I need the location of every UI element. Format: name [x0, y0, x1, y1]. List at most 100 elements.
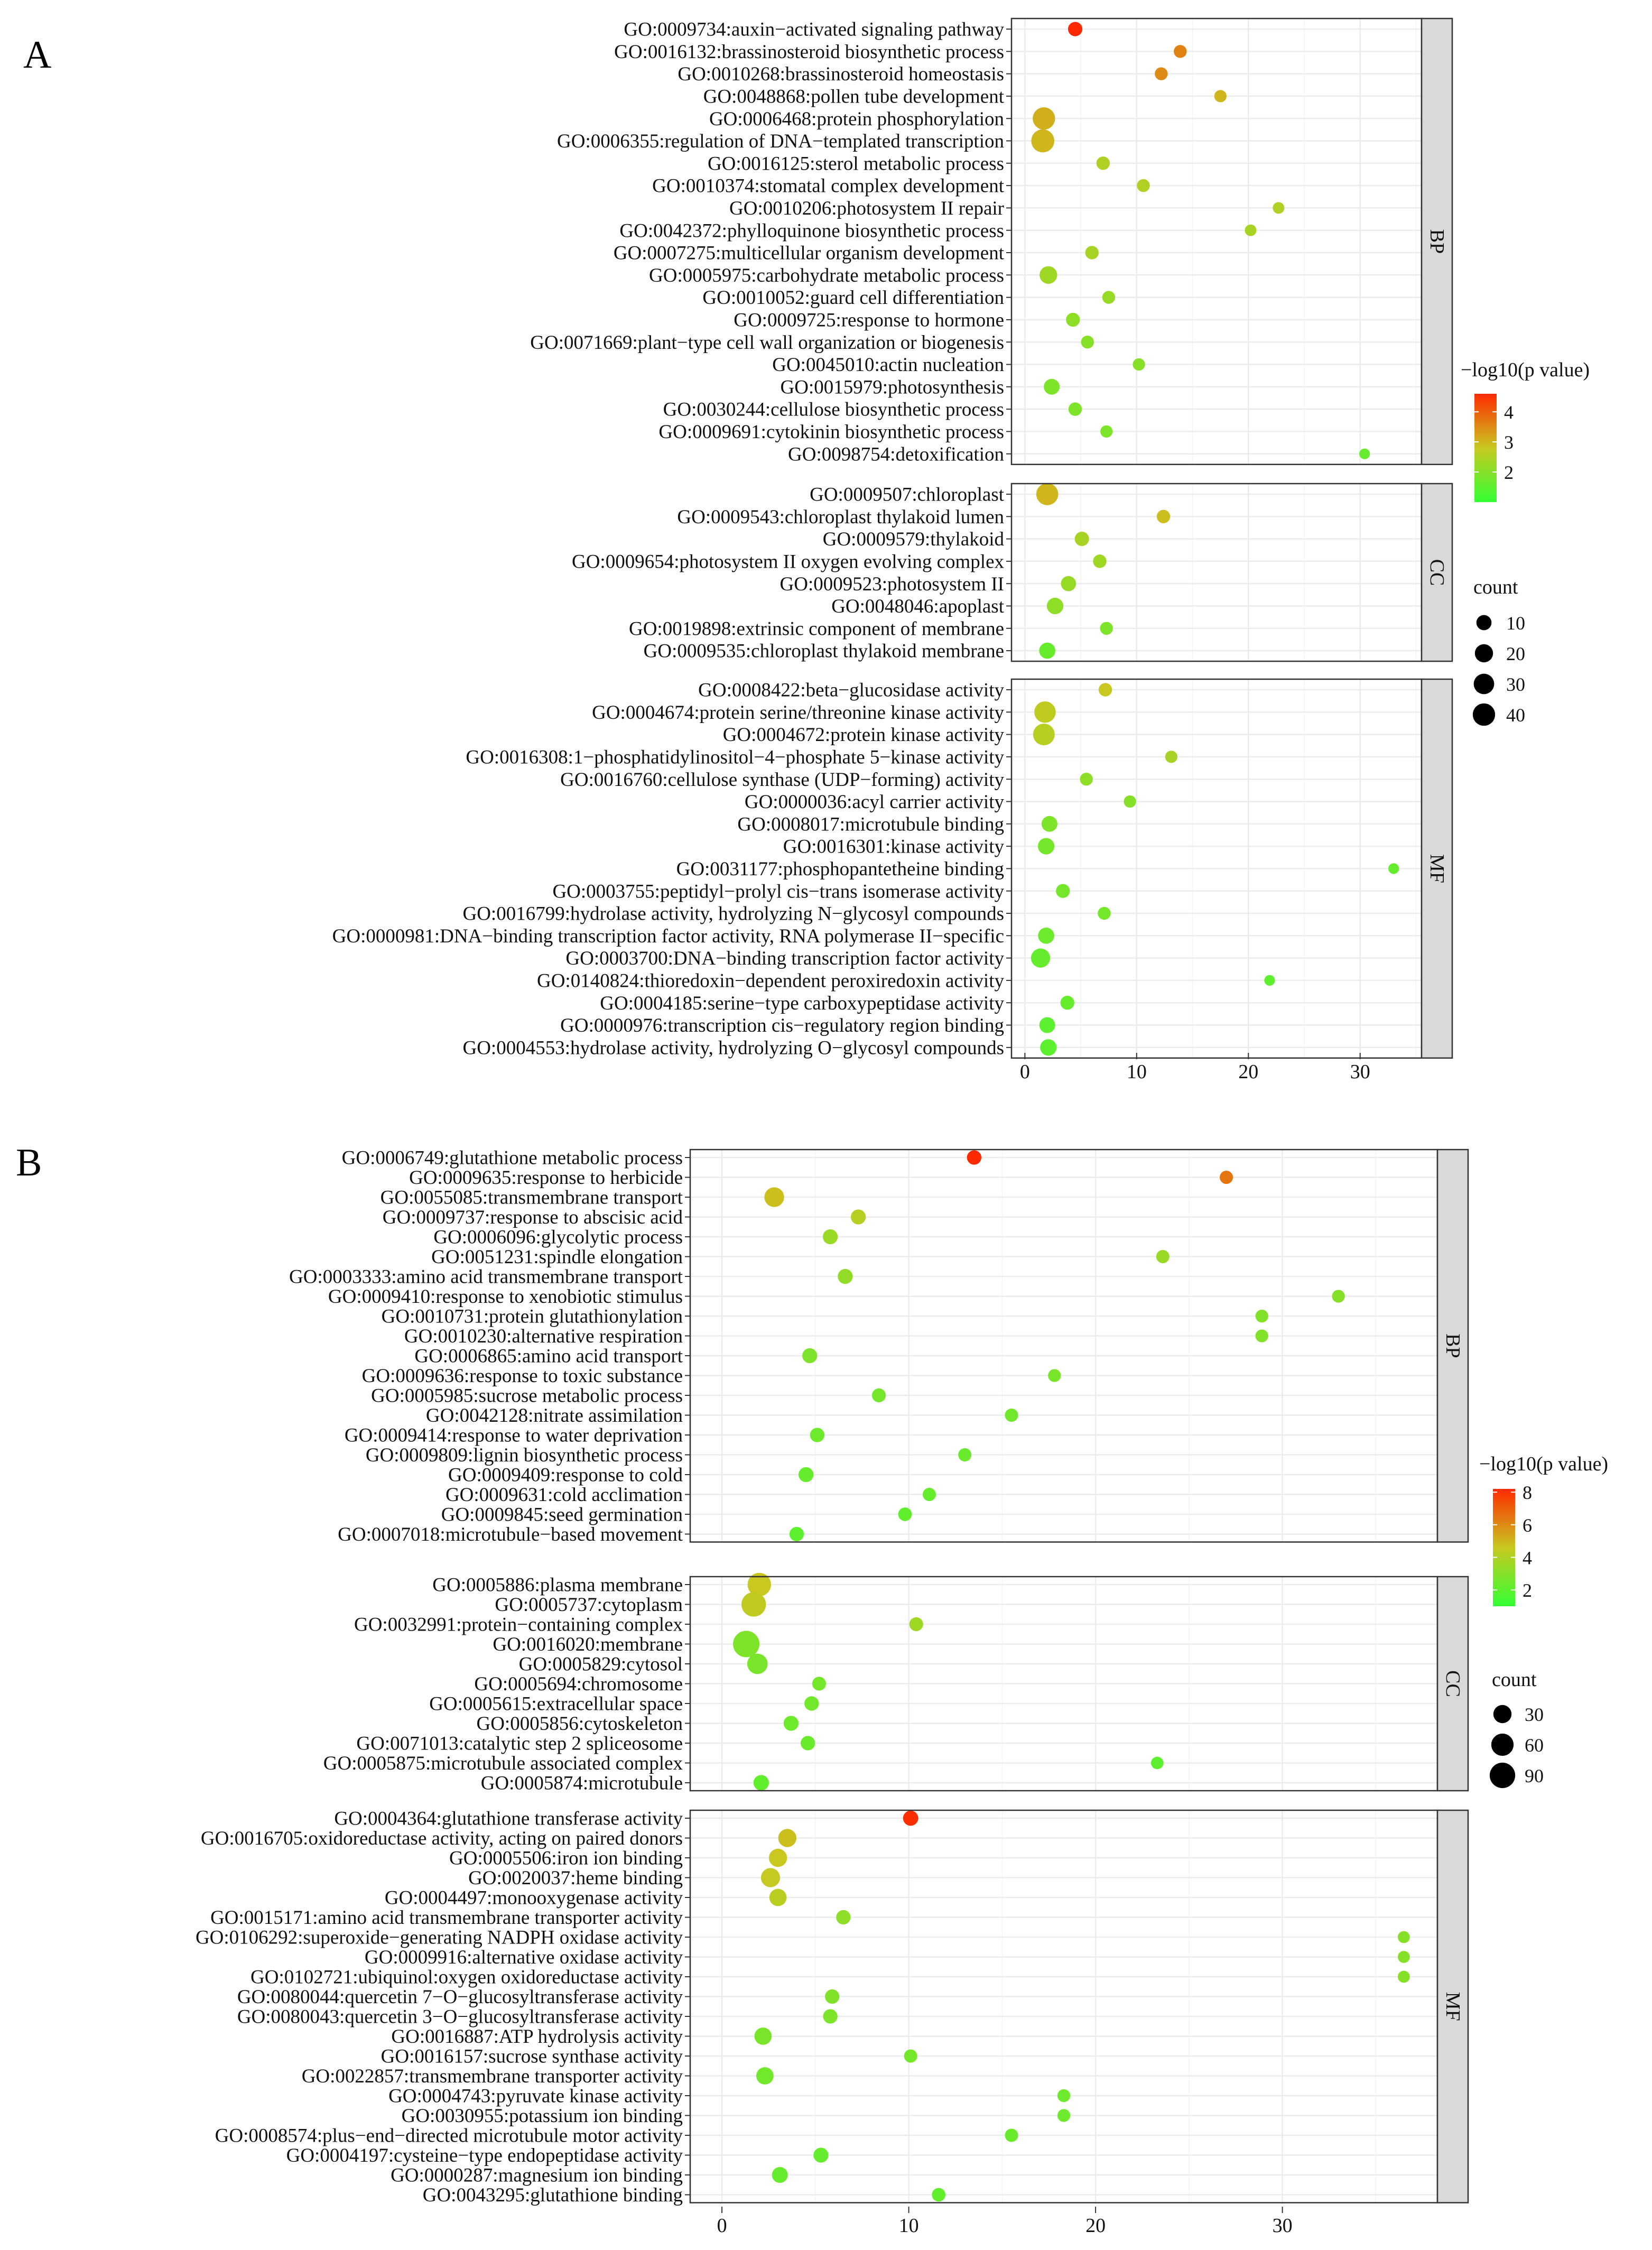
facet-strip [1436, 1576, 1469, 1792]
data-point [1037, 838, 1055, 855]
x-tick-label: 30 [1350, 1061, 1370, 1083]
data-point [1005, 1408, 1018, 1422]
data-point [802, 1348, 818, 1364]
data-point [822, 1229, 838, 1245]
data-point [824, 1989, 840, 2004]
term-label: GO:0005985:sucrose metabolic process [371, 1385, 683, 1407]
legend-count-tick: 40 [1506, 705, 1525, 726]
legend-count-tick: 90 [1525, 1765, 1544, 1786]
term-label: GO:0000287:magnesium ion binding [391, 2165, 683, 2187]
data-point [932, 2188, 945, 2202]
data-point [871, 1388, 886, 1403]
x-tick-label: 0 [717, 2215, 727, 2237]
facet-strip [1436, 1809, 1469, 2203]
data-point [1081, 335, 1094, 349]
term-label: GO:0016887:ATP hydrolysis activity [391, 2026, 683, 2048]
legend-pvalue-title: −log10(p value) [1479, 1453, 1608, 1475]
term-label: GO:0009635:response to herbicide [409, 1167, 683, 1189]
x-tick-label: 0 [1020, 1061, 1030, 1083]
data-point [909, 1617, 923, 1632]
panel-b-chart: GO:0006749:glutathione metabolic process… [196, 1147, 1608, 2237]
term-label: GO:0005615:extracellular space [429, 1693, 683, 1715]
term-label: GO:0043295:glutathione binding [423, 2184, 683, 2206]
term-label: GO:0032991:protein−containing complex [354, 1614, 683, 1636]
facet-background [690, 1150, 1437, 1542]
term-label: GO:0016132:brassinosteroid biosynthetic … [614, 41, 1004, 63]
legend-colorbar [1493, 1489, 1515, 1606]
term-label: GO:0071013:catalytic step 2 spliceosome [356, 1733, 683, 1755]
term-label: GO:0009725:response to hormone [734, 309, 1004, 331]
legend-pvalue-tick: 3 [1504, 432, 1514, 453]
term-label: GO:0098754:detoxification [788, 443, 1004, 465]
term-label: GO:0010268:brassinosteroid homeostasis [677, 63, 1004, 85]
data-point [1036, 483, 1059, 505]
term-label: GO:0009543:chloroplast thylakoid lumen [677, 506, 1004, 528]
legend-count-dot [1474, 644, 1493, 663]
data-point [1085, 246, 1099, 260]
data-point [747, 1572, 771, 1597]
legend-pvalue-tick: 6 [1523, 1515, 1532, 1536]
term-label: GO:0009737:response to abscisic acid [383, 1207, 683, 1228]
term-label: GO:0008017:microtubule binding [737, 813, 1004, 835]
term-label: GO:0009579:thylakoid [823, 529, 1005, 550]
facet-background [1011, 484, 1422, 662]
data-point [922, 1487, 936, 1502]
data-point [756, 2067, 774, 2085]
facet-strip-label: CC [1426, 559, 1448, 586]
term-label: GO:0006749:glutathione metabolic process [342, 1147, 683, 1169]
term-label: GO:0009410:response to xenobiotic stimul… [328, 1286, 683, 1308]
term-label: GO:0008574:plus−end−directed microtubule… [215, 2125, 683, 2147]
legend-pvalue-tick: 4 [1523, 1548, 1532, 1569]
term-label: GO:0004197:cysteine−type endopeptidase a… [286, 2145, 683, 2166]
term-label: GO:0010230:alternative respiration [404, 1326, 683, 1347]
data-point [823, 2009, 838, 2024]
term-label: GO:0005829:cytosol [519, 1654, 683, 1675]
term-label: GO:0008422:beta−glucosidase activity [698, 680, 1004, 701]
data-point [1174, 45, 1187, 58]
legend-count-title: count [1473, 576, 1518, 598]
data-point [778, 1829, 797, 1847]
term-label: GO:0003333:amino acid transmembrane tran… [289, 1266, 683, 1288]
term-label: GO:0005856:cytoskeleton [476, 1713, 683, 1735]
x-tick-label: 20 [1238, 1061, 1258, 1083]
term-label: GO:0010374:stomatal complex development [652, 175, 1005, 197]
term-label: GO:0031177:phosphopantetheine binding [676, 858, 1004, 880]
data-point [1359, 448, 1370, 459]
data-point [1046, 597, 1064, 615]
term-label: GO:0106292:superoxide−generating NADPH o… [196, 1927, 683, 1949]
term-label: GO:0006096:glycolytic process [433, 1227, 683, 1248]
data-point [1273, 202, 1285, 214]
facet-cc: GO:0009507:chloroplastGO:0009543:chlorop… [572, 483, 1453, 662]
data-point [1100, 425, 1113, 438]
term-label: GO:0010731:protein glutathionylation [382, 1306, 683, 1328]
term-label: GO:0004674:protein serine/threonine kina… [592, 702, 1004, 724]
data-point [898, 1507, 912, 1521]
legend-count-dot [1491, 1733, 1514, 1756]
panel-a-letter: A [23, 33, 52, 77]
term-label: GO:0003755:peptidyl−prolyl cis−trans iso… [552, 881, 1004, 902]
facet-strip-label: CC [1442, 1670, 1464, 1697]
data-point [1214, 90, 1227, 103]
legend-count-tick: 30 [1525, 1704, 1544, 1725]
term-label: GO:0004185:serine−type carboxypeptidase … [600, 993, 1004, 1014]
data-point [1220, 1170, 1233, 1184]
facet-background [690, 1810, 1437, 2203]
term-label: GO:0010052:guard cell differentiation [702, 287, 1004, 309]
term-label: GO:0009636:response to toxic substance [362, 1365, 683, 1387]
data-point [804, 1696, 819, 1711]
term-label: GO:0071669:plant−type cell wall organiza… [530, 332, 1004, 354]
term-label: GO:0005874:microtubule [481, 1773, 683, 1794]
data-point [1100, 622, 1113, 635]
data-point [1057, 2089, 1071, 2103]
term-label: GO:0005506:iron ion binding [449, 1848, 683, 1869]
term-label: GO:0016799:hydrolase activity, hydrolyzi… [462, 903, 1004, 925]
data-point [760, 1868, 781, 1887]
facet-strip-label: MF [1426, 854, 1448, 883]
term-label: GO:0009845:seed germination [441, 1504, 683, 1526]
term-label: GO:0016705:oxidoreductase activity, acti… [201, 1828, 683, 1849]
data-point [747, 1653, 768, 1674]
term-label: GO:0030955:potassium ion binding [402, 2105, 683, 2127]
data-point [1093, 554, 1107, 568]
term-label: GO:0005694:chromosome [474, 1673, 683, 1695]
